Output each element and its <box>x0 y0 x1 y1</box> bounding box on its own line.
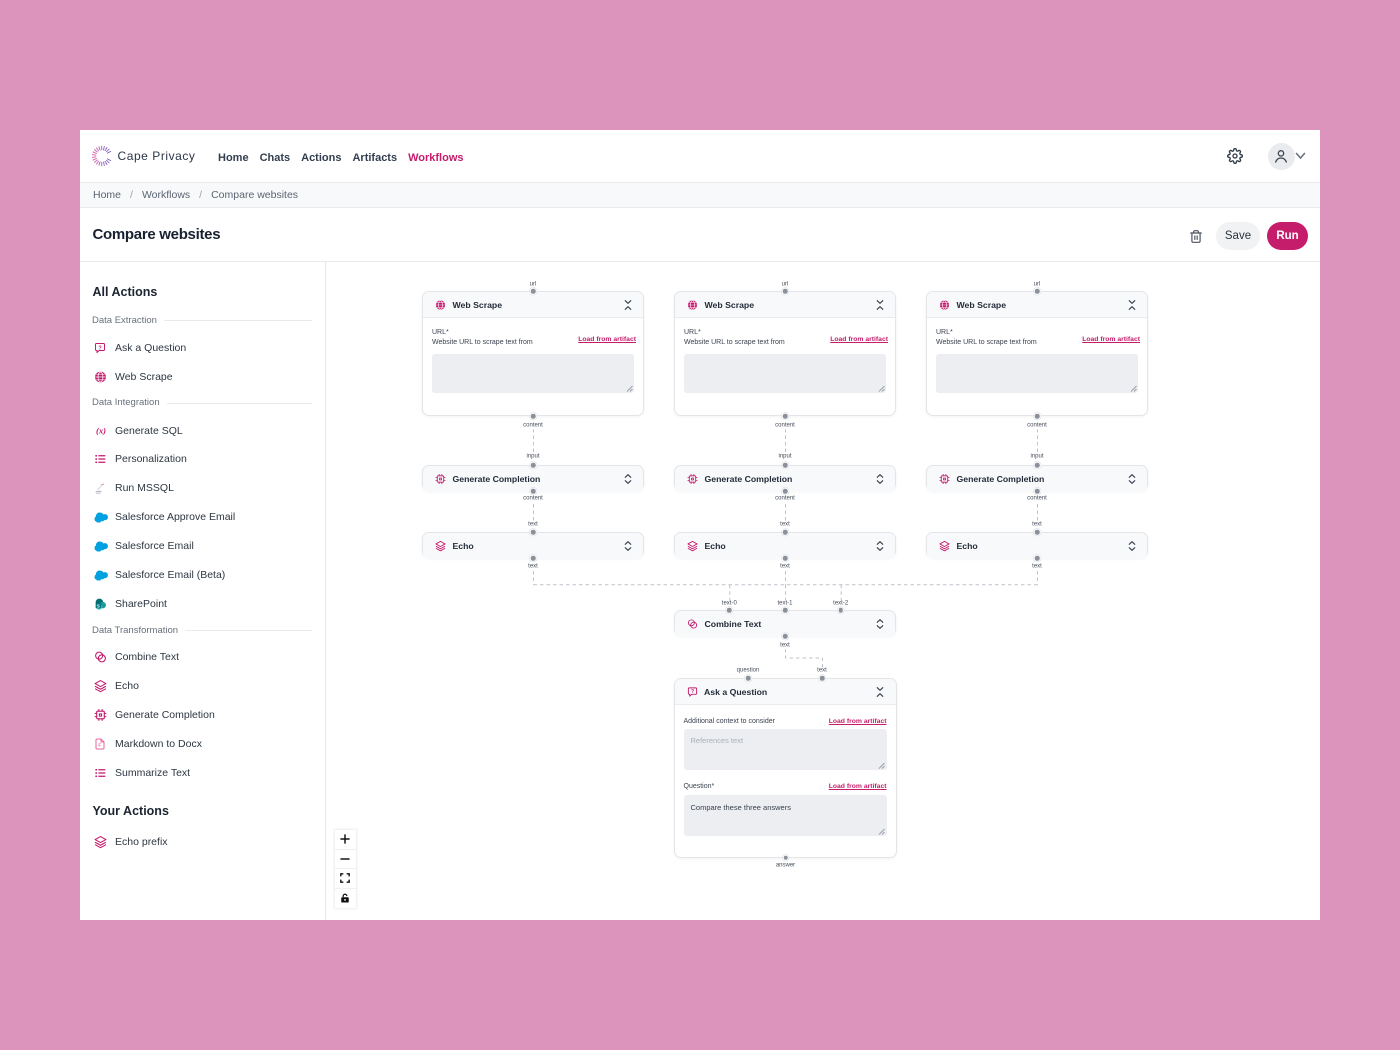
svg-text:?: ? <box>690 689 693 695</box>
svg-text:F: F <box>98 742 101 747</box>
svg-text:(x): (x) <box>96 426 106 436</box>
svg-text:S: S <box>97 603 100 608</box>
svg-text:?: ? <box>98 345 102 351</box>
